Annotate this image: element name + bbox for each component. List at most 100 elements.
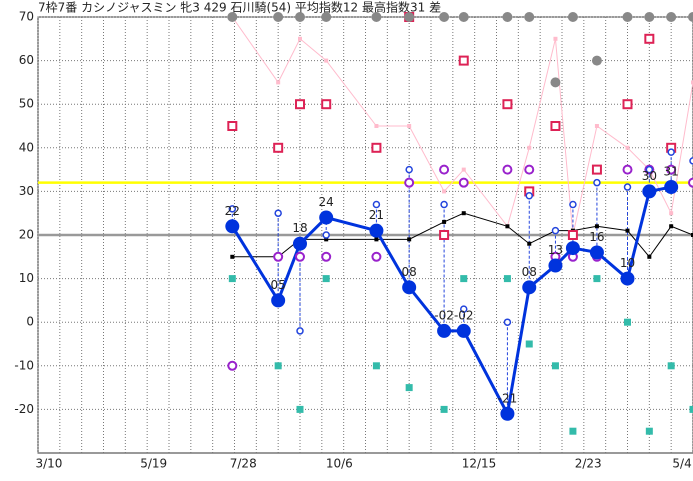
marker <box>527 241 532 246</box>
y-tick-label: 60 <box>19 53 34 67</box>
marker <box>553 36 558 41</box>
marker <box>461 167 466 172</box>
marker <box>622 164 633 175</box>
marker <box>405 165 413 174</box>
marker <box>594 224 599 229</box>
marker <box>227 360 238 371</box>
marker <box>407 237 412 242</box>
marker <box>371 142 382 153</box>
marker <box>524 12 535 22</box>
y-tick-label: 70 <box>19 10 34 24</box>
marker <box>688 12 693 22</box>
x-tick-label: 5/19 <box>140 457 167 471</box>
marker <box>371 251 382 262</box>
data-label: -02 <box>434 308 454 322</box>
marker <box>295 12 305 22</box>
marker <box>460 275 468 283</box>
y-tick-label: 0 <box>26 315 34 329</box>
marker <box>594 124 599 128</box>
marker <box>548 258 563 273</box>
series-line <box>231 185 672 419</box>
marker <box>276 80 281 85</box>
marker <box>569 200 577 209</box>
marker <box>460 305 468 313</box>
marker <box>500 406 515 421</box>
marker <box>274 362 282 370</box>
chart-title: 7枠7番 カシノジャスミン 牝3 429 石川騎(54) 平均指数12 最高指数… <box>38 0 441 15</box>
marker <box>644 33 655 44</box>
marker <box>404 177 415 188</box>
marker <box>688 177 693 188</box>
x-tick-label: 7/28 <box>230 457 257 471</box>
marker <box>550 121 561 131</box>
marker <box>296 405 304 413</box>
marker <box>458 55 469 66</box>
marker <box>437 323 452 338</box>
marker <box>273 12 284 22</box>
marker <box>456 323 471 338</box>
marker <box>567 230 578 240</box>
marker <box>458 12 469 22</box>
y-tick-label: 30 <box>19 184 34 198</box>
marker <box>505 224 510 229</box>
marker <box>271 293 286 308</box>
marker <box>405 384 413 392</box>
data-label: 05 <box>271 278 286 292</box>
marker <box>525 340 533 348</box>
marker <box>667 148 675 156</box>
marker <box>624 318 631 326</box>
y-tick-label: 10 <box>19 271 34 285</box>
marker <box>461 211 466 216</box>
marker <box>522 280 537 295</box>
marker <box>551 226 560 235</box>
marker <box>225 219 240 234</box>
marker <box>502 99 513 110</box>
marker <box>666 164 677 175</box>
marker <box>227 12 238 22</box>
marker <box>228 275 236 283</box>
data-label: -21 <box>498 391 518 405</box>
marker <box>273 251 284 262</box>
marker <box>550 77 561 88</box>
data-label: 08 <box>522 265 537 279</box>
marker <box>591 164 602 175</box>
marker <box>622 12 633 22</box>
data-label: 22 <box>225 204 240 218</box>
marker <box>589 245 604 260</box>
marker <box>440 200 448 209</box>
marker <box>623 183 632 191</box>
marker <box>664 180 679 195</box>
marker <box>669 224 674 229</box>
marker <box>524 164 535 175</box>
data-label: 16 <box>589 230 604 244</box>
x-tick-label: 2/23 <box>575 457 602 471</box>
marker <box>372 362 380 370</box>
marker <box>645 165 654 174</box>
marker <box>551 362 559 370</box>
marker <box>402 280 417 295</box>
data-label: 13 <box>548 243 563 257</box>
marker <box>622 99 633 110</box>
marker <box>273 142 284 153</box>
data-label: 30 <box>642 169 657 183</box>
data-label: 21 <box>369 208 384 222</box>
marker <box>669 211 674 216</box>
marker <box>569 427 577 435</box>
marker <box>527 145 532 150</box>
y-tick-label: 50 <box>19 97 34 111</box>
data-label: 08 <box>402 265 417 279</box>
marker <box>593 275 601 283</box>
marker <box>625 228 630 233</box>
marker <box>565 241 580 256</box>
marker <box>321 99 332 110</box>
marker <box>593 178 601 187</box>
marker <box>374 237 379 242</box>
marker <box>440 405 448 413</box>
x-tick-label: 3/10 <box>35 457 62 471</box>
marker <box>689 157 693 165</box>
marker <box>645 427 653 435</box>
marker <box>374 124 379 128</box>
marker <box>625 145 630 150</box>
marker <box>321 251 332 262</box>
